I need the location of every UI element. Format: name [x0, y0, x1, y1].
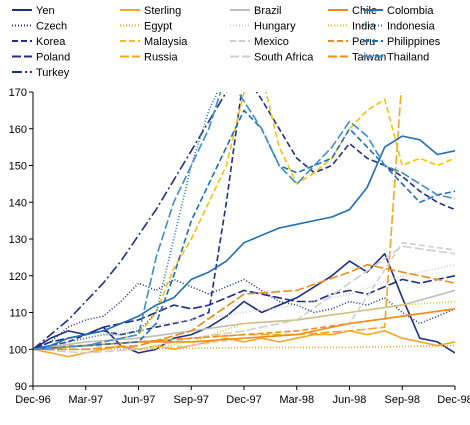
legend-label-poland: Poland	[36, 52, 70, 64]
x-tick-label: Dec-97	[226, 394, 261, 406]
x-tick-label: Dec-96	[15, 394, 50, 406]
series-line-peru	[33, 308, 455, 351]
x-tick-label: Dec-98	[437, 394, 470, 406]
chart-legend: YenSterlingBrazilChileColombiaCzechEgypt…	[12, 5, 441, 79]
legend-label-colombia: Colombia	[387, 5, 434, 17]
legend-label-sterling: Sterling	[144, 5, 181, 17]
x-tick-label: Mar-97	[68, 394, 103, 406]
y-tick-label: 150	[9, 161, 27, 173]
x-tick-label: Jun-97	[122, 394, 156, 406]
legend-label-philippines: Philippines	[387, 36, 441, 48]
series-line-poland	[33, 275, 455, 351]
series-line-brazil	[33, 289, 455, 351]
legend-label-yen: Yen	[36, 5, 55, 17]
legend-label-south-africa: South Africa	[254, 52, 314, 64]
legend-label-egypt: Egypt	[144, 21, 172, 33]
y-tick-label: 130	[9, 234, 27, 246]
plot-area	[33, 92, 455, 358]
series-line-thailand	[33, 92, 455, 351]
series-line-south-africa	[33, 245, 455, 354]
x-tick-label: Jun-98	[333, 394, 367, 406]
legend-label-india: India	[352, 21, 377, 33]
legend-label-malaysia: Malaysia	[144, 36, 188, 48]
x-tick-label: Sep-98	[385, 394, 420, 406]
legend-label-korea: Korea	[36, 36, 66, 48]
legend-label-czech: Czech	[36, 21, 67, 33]
series-line-colombia	[33, 135, 455, 351]
series-line-taiwan	[33, 263, 455, 351]
legend-label-brazil: Brazil	[254, 5, 282, 17]
series-line-sterling	[33, 330, 455, 358]
series-line-turkey	[33, 92, 228, 350]
series-line-egypt	[33, 344, 455, 351]
legend-label-hungary: Hungary	[254, 21, 296, 33]
legend-label-thailand: Thailand	[387, 52, 429, 64]
x-tick-label: Mar-98	[279, 394, 314, 406]
series-line-korea	[33, 92, 455, 351]
y-tick-label: 170	[9, 87, 27, 99]
chart-axes: 90 100 110 120 130 140 150 160 170 Dec-96 Mar-97 Ju…	[9, 87, 470, 406]
series-line-philippines	[33, 109, 455, 351]
legend-label-russia: Russia	[144, 52, 179, 64]
series-line-czech	[33, 278, 455, 351]
y-tick-label: 120	[9, 271, 27, 283]
legend-label-indonesia: Indonesia	[387, 21, 436, 33]
legend-label-mexico: Mexico	[254, 36, 289, 48]
x-tick-label: Sep-97	[174, 394, 209, 406]
y-tick-label: 160	[9, 124, 27, 136]
y-tick-label: 100	[9, 344, 27, 356]
series-line-malaysia	[33, 92, 455, 351]
y-tick-label: 110	[9, 308, 27, 320]
y-tick-label: 140	[9, 197, 27, 209]
legend-label-turkey: Turkey	[36, 67, 70, 79]
y-tick-label: 90	[15, 381, 27, 393]
